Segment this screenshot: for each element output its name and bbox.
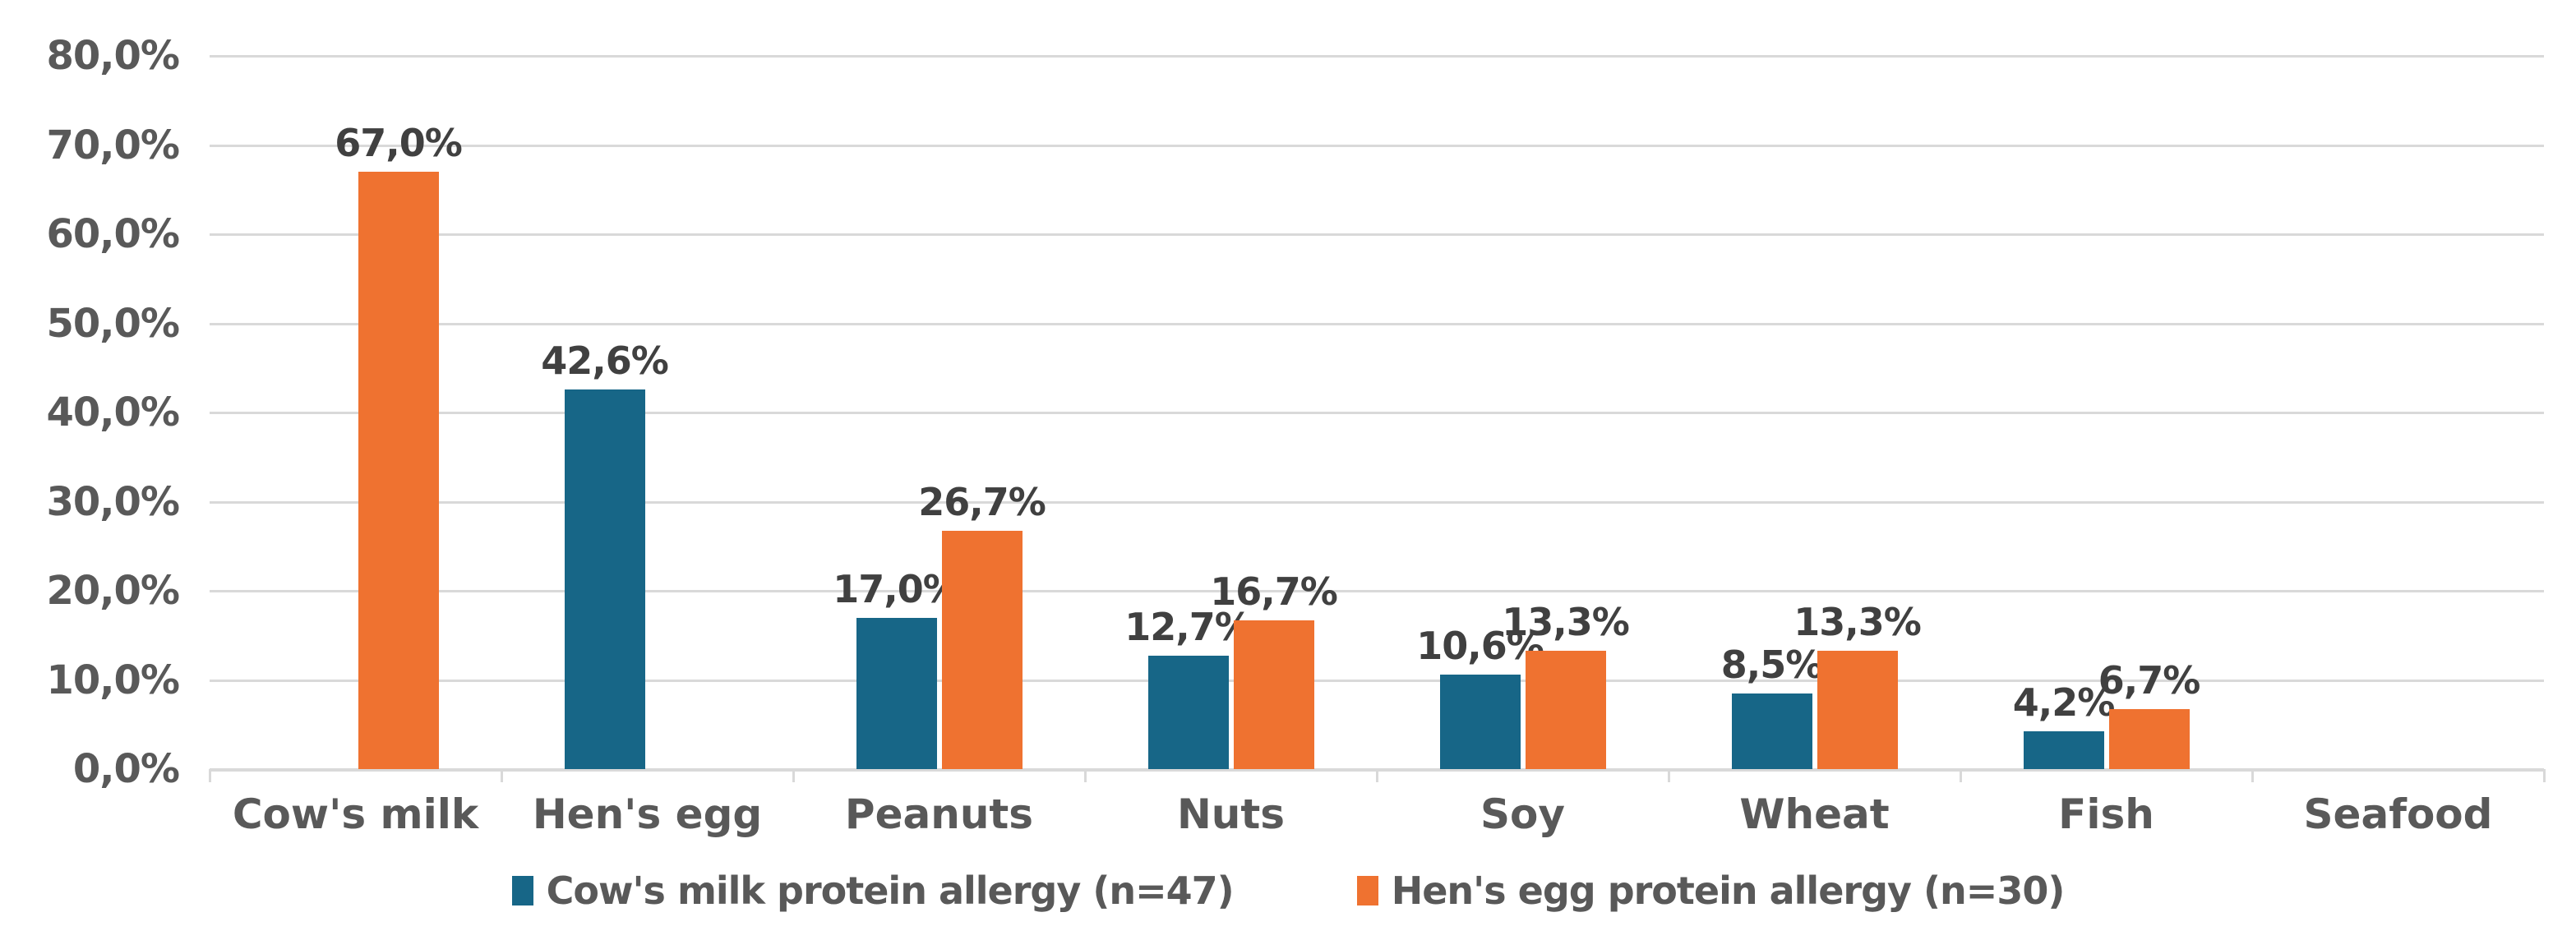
legend-item-hens-egg: Hen's egg protein allergy (n=30) bbox=[1356, 869, 2066, 913]
x-axis-tick bbox=[1376, 769, 1378, 782]
x-axis-tick bbox=[209, 769, 211, 782]
category-label-cow-s-milk: Cow's milk bbox=[232, 790, 479, 838]
gridline-60 bbox=[210, 233, 2544, 236]
x-axis-tick bbox=[1668, 769, 1670, 782]
bar-fish-series1 bbox=[2108, 709, 2190, 769]
data-label-series1: 6,7% bbox=[2098, 658, 2201, 703]
bar-fish-series0 bbox=[2023, 731, 2104, 769]
data-label-series0: 4,2% bbox=[2012, 680, 2116, 726]
data-label-series0: 17,0% bbox=[833, 566, 961, 611]
data-label-series0: 42,6% bbox=[541, 338, 669, 383]
legend-item-cows-milk: Cow's milk protein allergy (n=47) bbox=[511, 869, 1235, 913]
category-label-nuts: Nuts bbox=[1176, 790, 1286, 838]
gridline-20 bbox=[210, 590, 2544, 592]
data-label-series1: 67,0% bbox=[335, 121, 463, 166]
y-axis-label-60: 60,0% bbox=[46, 211, 180, 257]
category-label-peanuts: Peanuts bbox=[844, 790, 1034, 838]
x-axis-tick bbox=[501, 769, 503, 782]
y-axis-label-80: 80,0% bbox=[46, 33, 180, 79]
gridline-70 bbox=[210, 144, 2544, 147]
y-axis-label-50: 50,0% bbox=[46, 300, 180, 347]
gridline-30 bbox=[210, 500, 2544, 504]
data-label-series1: 16,7% bbox=[1210, 569, 1338, 614]
y-axis-label-20: 20,0% bbox=[46, 568, 180, 614]
bar-wheat-series0 bbox=[1731, 693, 1812, 769]
x-axis-tick bbox=[792, 769, 795, 782]
legend-marker-blue bbox=[511, 876, 533, 905]
category-label-hen-s-egg: Hen's egg bbox=[532, 790, 763, 838]
gridline-50 bbox=[210, 322, 2544, 325]
bar-peanuts-series1 bbox=[941, 531, 1023, 769]
data-label-series0: 8,5% bbox=[1720, 642, 1824, 687]
y-axis-label-10: 10,0% bbox=[46, 657, 180, 703]
legend: Cow's milk protein allergy (n=47) Hen's … bbox=[0, 861, 2576, 920]
legend-marker-orange bbox=[1356, 876, 1378, 905]
x-axis-tick bbox=[2251, 769, 2254, 782]
data-label-series0: 10,6% bbox=[1416, 623, 1544, 668]
bar-hen-s-egg-series0 bbox=[564, 389, 645, 769]
y-axis-label-30: 30,0% bbox=[46, 478, 180, 525]
gridline-10 bbox=[210, 679, 2544, 682]
y-axis-label-70: 70,0% bbox=[46, 122, 180, 168]
bar-soy-series0 bbox=[1439, 674, 1521, 769]
bar-soy-series1 bbox=[1525, 650, 1606, 769]
bar-nuts-series1 bbox=[1233, 620, 1314, 769]
y-axis-label-0: 0,0% bbox=[72, 746, 180, 792]
y-axis-label-40: 40,0% bbox=[46, 389, 180, 435]
bar-peanuts-series0 bbox=[856, 617, 937, 769]
x-axis-tick bbox=[1084, 769, 1087, 782]
category-label-wheat: Wheat bbox=[1739, 790, 1890, 838]
plot-area: 42,6% 17,0% 12,7% 10,6% 8,5% 4,2% 67,0% 26,7% 16… bbox=[209, 55, 2546, 782]
category-label-seafood: Seafood bbox=[2303, 790, 2493, 838]
legend-label-hens-egg: Hen's egg protein allergy (n=30) bbox=[1391, 869, 2066, 913]
legend-label-cows-milk: Cow's milk protein allergy (n=47) bbox=[546, 869, 1235, 913]
data-label-series1: 13,3% bbox=[1502, 599, 1630, 644]
bar-nuts-series0 bbox=[1147, 656, 1229, 769]
category-label-soy: Soy bbox=[1480, 790, 1565, 838]
data-label-series0: 12,7% bbox=[1124, 605, 1253, 650]
x-axis-tick bbox=[1960, 769, 1962, 782]
category-label-fish: Fish bbox=[2058, 790, 2154, 838]
bar-wheat-series1 bbox=[1817, 650, 1898, 769]
data-label-series1: 26,7% bbox=[918, 480, 1046, 525]
bar-cow-s-milk-series1 bbox=[358, 172, 439, 769]
data-label-series1: 13,3% bbox=[1794, 599, 1922, 644]
x-axis-tick bbox=[2543, 769, 2546, 782]
gridline-40 bbox=[210, 412, 2544, 414]
gridline-80 bbox=[210, 55, 2544, 58]
